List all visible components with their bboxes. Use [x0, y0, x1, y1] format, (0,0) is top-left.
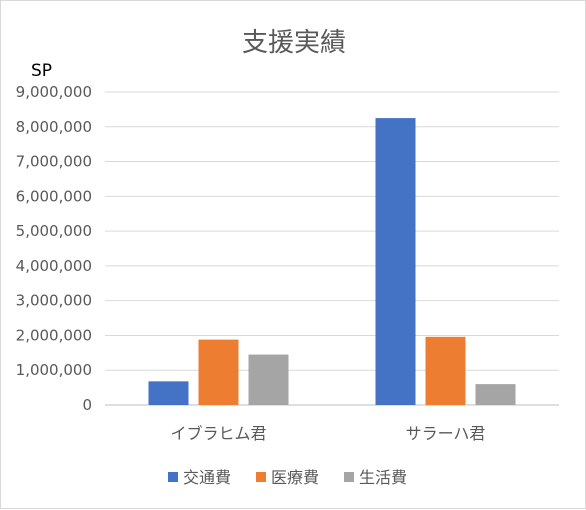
bar-3-2 — [475, 384, 516, 405]
y-axis-ticks: 0 1,000,000 2,000,000 3,000,000 4,000,000 5,0… — [16, 83, 92, 414]
bar-2-1 — [198, 339, 239, 405]
y-tick-label: 9,000,000 — [16, 83, 92, 101]
x-category-label: サラーハ君 — [406, 424, 486, 443]
y-axis-label: SP — [31, 61, 52, 81]
y-tick-label: 7,000,000 — [16, 153, 92, 171]
legend-label: 医療費 — [271, 468, 319, 487]
y-tick-label: 1,000,000 — [16, 361, 92, 379]
x-category-label: イブラヒム君 — [170, 424, 266, 443]
bar-1-1 — [148, 381, 189, 405]
y-tick-label: 3,000,000 — [16, 292, 92, 310]
legend-label: 交通費 — [183, 468, 231, 487]
gridlines — [105, 91, 559, 406]
legend-swatch — [168, 472, 178, 482]
y-tick-label: 6,000,000 — [16, 187, 92, 205]
chart-title: 支援実績 — [242, 28, 346, 58]
y-tick-label: 8,000,000 — [16, 118, 92, 136]
y-tick-label: 0 — [82, 396, 92, 414]
y-tick-label: 2,000,000 — [16, 326, 92, 344]
y-tick-label: 5,000,000 — [16, 222, 92, 240]
bar-1-2 — [375, 118, 416, 405]
legend: 交通費 医療費 生活費 — [168, 468, 407, 487]
x-axis-categories: イブラヒム君 サラーハ君 — [170, 424, 485, 443]
legend-swatch — [344, 472, 354, 482]
legend-label: 生活費 — [359, 468, 407, 487]
bars — [148, 118, 516, 405]
bar-2-2 — [425, 336, 466, 405]
y-tick-label: 4,000,000 — [16, 257, 92, 275]
bar-3-1 — [248, 354, 289, 405]
legend-swatch — [256, 472, 266, 482]
